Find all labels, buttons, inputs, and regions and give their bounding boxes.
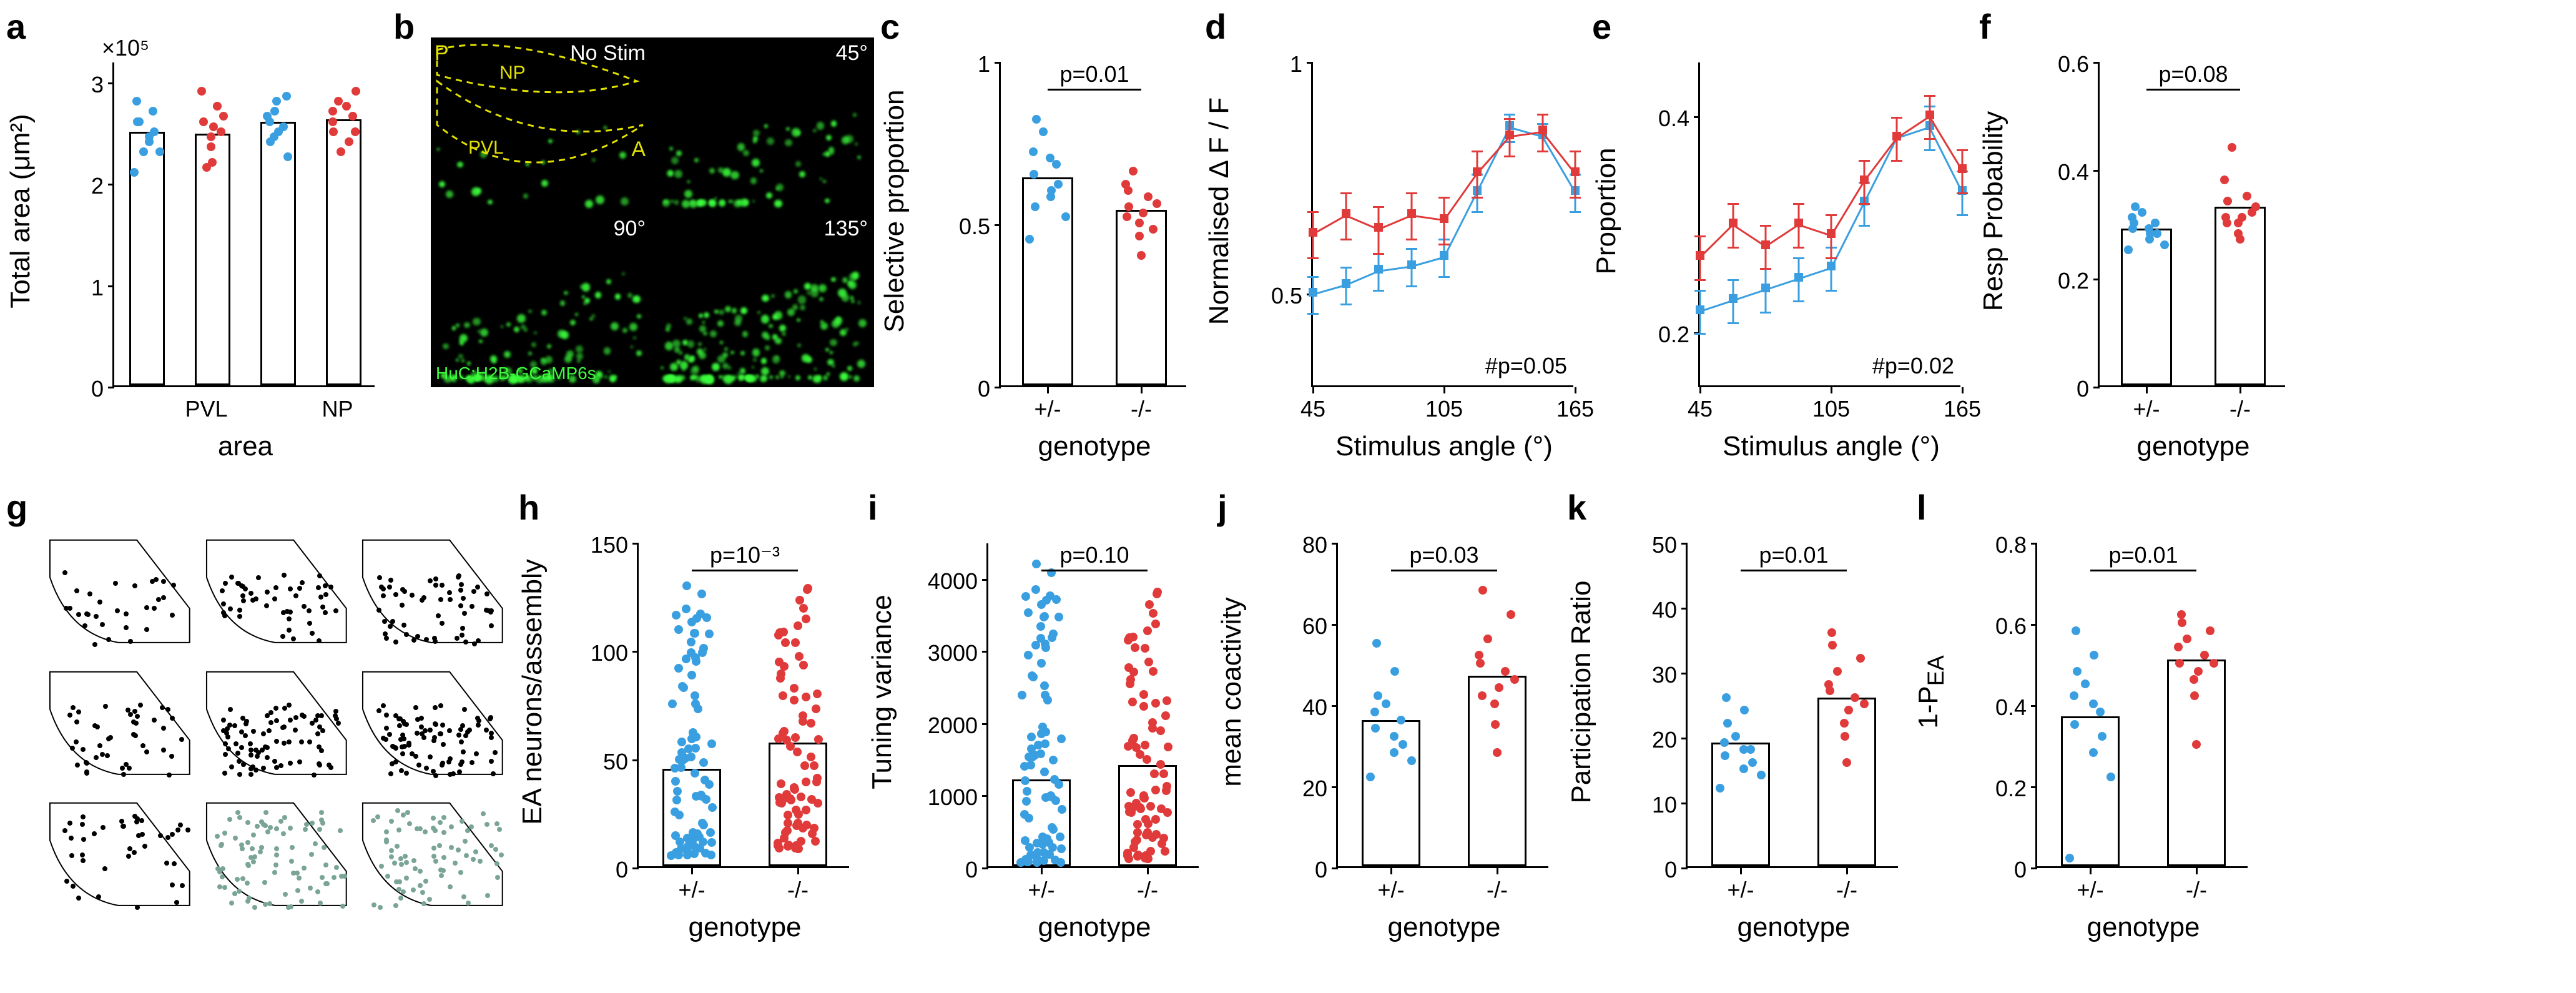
panel-h: h 050100150EA neurons/assemblygenotype+/… bbox=[518, 487, 868, 981]
panel-d-plot: 0.51Normalised Δ F / FStimulus angle (°)… bbox=[1217, 12, 1586, 481]
panel-b-label: b bbox=[393, 6, 415, 47]
panel-j: j 020406080mean coactivitygenotype+/--/-… bbox=[1217, 487, 1567, 981]
panel-f-plot: 00.20.40.6Resp Probabilitygenotype+/--/-… bbox=[1992, 12, 2298, 481]
panel-b-micro: No StimPANPPVL45°90°HuC:H2B-GCaMP6s135° bbox=[431, 37, 874, 387]
panel-i-plot: 01000200030004000Tuning variancegenotype… bbox=[880, 493, 1211, 974]
panel-i-label: i bbox=[868, 487, 878, 528]
panel-d: d 0.51Normalised Δ F / FStimulus angle (… bbox=[1205, 6, 1592, 487]
panel-g-label: g bbox=[6, 487, 27, 528]
panel-k-plot: 01020304050Participation Ratiogenotype+/… bbox=[1580, 493, 1910, 974]
panel-a-plot: 0123Total area (μm²)areaPVLNP×10⁵ bbox=[19, 12, 387, 481]
panel-a: a 0123Total area (μm²)areaPVLNP×10⁵ bbox=[6, 6, 393, 487]
top-row: a 0123Total area (μm²)areaPVLNP×10⁵ b No… bbox=[6, 6, 2570, 487]
panel-e-plot: 0.20.4ProportionStimulus angle (°)451051… bbox=[1605, 12, 1973, 481]
panel-g: g bbox=[6, 487, 518, 981]
figure-root: a 0123Total area (μm²)areaPVLNP×10⁵ b No… bbox=[6, 6, 2570, 981]
panel-f-label: f bbox=[1979, 6, 1991, 47]
panel-e: e 0.20.4ProportionStimulus angle (°)4510… bbox=[1592, 6, 1979, 487]
panel-l-plot: 00.20.40.60.81-PEAgenotype+/--/-p=0.01 bbox=[1929, 493, 2260, 974]
panel-b: b No StimPANPPVL45°90°HuC:H2B-GCaMP6s135… bbox=[393, 6, 880, 487]
panel-k: k 01020304050Participation Ratiogenotype… bbox=[1567, 487, 1917, 981]
panel-c-plot: 00.51Selective proportiongenotype+/--/-p… bbox=[893, 12, 1199, 481]
panel-j-plot: 020406080mean coactivitygenotype+/--/-p=… bbox=[1230, 493, 1561, 974]
panel-i: i 01000200030004000Tuning variancegenoty… bbox=[868, 487, 1217, 981]
panel-c: c 00.51Selective proportiongenotype+/--/… bbox=[880, 6, 1205, 487]
panel-l: l 00.20.40.60.81-PEAgenotype+/--/-p=0.01 bbox=[1917, 487, 2266, 981]
bottom-row: g h 050100150EA neurons/assemblygenotype… bbox=[6, 487, 2570, 981]
panel-g-assembly bbox=[44, 531, 506, 918]
panel-j-label: j bbox=[1217, 487, 1227, 528]
panel-f: f 00.20.40.6Resp Probabilitygenotype+/--… bbox=[1979, 6, 2304, 487]
panel-l-label: l bbox=[1917, 487, 1927, 528]
panel-h-plot: 050100150EA neurons/assemblygenotype+/--… bbox=[531, 493, 862, 974]
